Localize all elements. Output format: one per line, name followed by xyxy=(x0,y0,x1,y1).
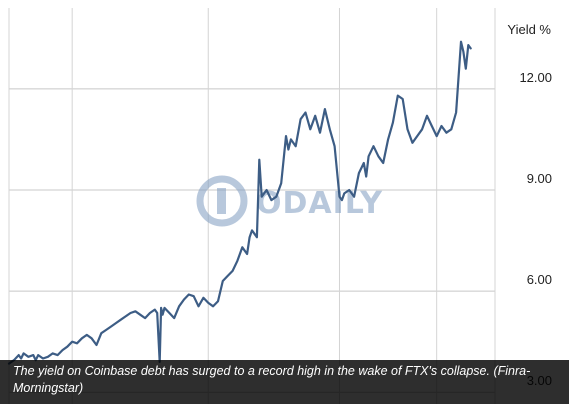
y-tick-label: 9.00 xyxy=(527,171,552,186)
y-axis-label: Yield % xyxy=(507,22,551,37)
watermark-logo-bar xyxy=(217,188,226,214)
watermark-text: ODAILY xyxy=(256,186,383,221)
y-tick-label: 6.00 xyxy=(527,272,552,287)
photo-caption: The yield on Coinbase debt has surged to… xyxy=(0,360,569,404)
chart-gridlines xyxy=(8,8,496,404)
y-tick-label: 12.00 xyxy=(519,70,552,85)
watermark-logo-ring xyxy=(196,175,248,227)
yield-series-line xyxy=(7,40,472,365)
